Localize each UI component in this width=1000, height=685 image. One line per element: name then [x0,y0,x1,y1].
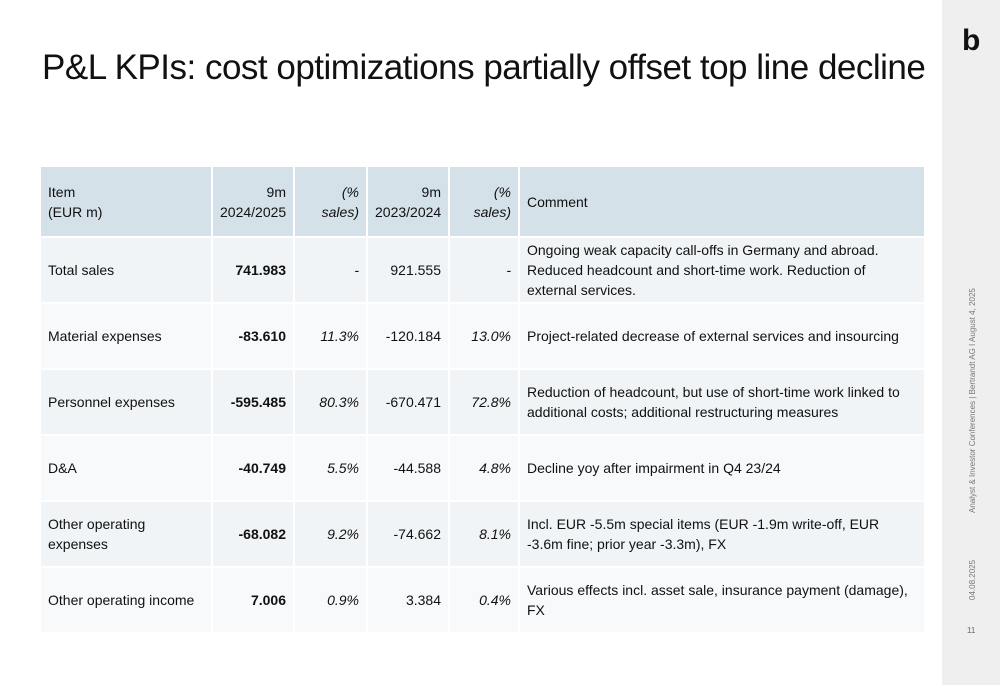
row-prior-value: -120.184 [367,303,450,370]
row-current-value: 741.983 [212,237,295,304]
row-item: Other operating income [41,567,213,634]
table-row: Material expenses -83.610 11.3% -120.184… [41,303,926,370]
footer-meta-text: Analyst & Investor Conferences | Bertran… [968,288,977,513]
row-comment: Various effects incl. asset sale, insura… [519,567,926,634]
row-prior-value: -74.662 [367,501,450,568]
table-row: Other operating income 7.006 0.9% 3.384 … [41,567,926,634]
footer-date: 04.08.2025 [968,559,977,600]
row-prior-pct: 72.8% [449,369,520,436]
table-row: Other operating expenses -68.082 9.2% -7… [41,501,926,568]
row-prior-value: 3.384 [367,567,450,634]
header-comment: Comment [519,167,926,238]
row-current-pct: 11.3% [294,303,368,370]
row-item: D&A [41,435,213,502]
row-current-value: 7.006 [212,567,295,634]
row-comment: Decline yoy after impairment in Q4 23/24 [519,435,926,502]
row-item: Other operating expenses [41,501,213,568]
row-prior-pct: 8.1% [449,501,520,568]
page-number: 11 [967,626,976,635]
page-title: P&L KPIs: cost optimizations partially o… [42,48,926,87]
row-item: Personnel expenses [41,369,213,436]
row-prior-pct: - [449,237,520,304]
header-prior-period: 9m 2023/2024 [367,167,450,238]
header-current-period: 9m 2024/2025 [212,167,295,238]
header-current-pct: (% sales) [294,167,368,238]
row-current-value: -83.610 [212,303,295,370]
row-current-pct: 5.5% [294,435,368,502]
row-prior-pct: 4.8% [449,435,520,502]
row-prior-pct: 13.0% [449,303,520,370]
row-current-pct: 0.9% [294,567,368,634]
company-logo: b [962,24,981,57]
row-current-value: -68.082 [212,501,295,568]
row-current-pct: - [294,237,368,304]
table-row: D&A -40.749 5.5% -44.588 4.8% Decline yo… [41,435,926,502]
table-row: Personnel expenses -595.485 80.3% -670.4… [41,369,926,436]
row-item: Total sales [41,237,213,304]
row-prior-value: -670.471 [367,369,450,436]
row-prior-value: 921.555 [367,237,450,304]
row-comment: Ongoing weak capacity call-offs in Germa… [519,237,926,304]
row-prior-value: -44.588 [367,435,450,502]
row-comment: Incl. EUR -5.5m special items (EUR -1.9m… [519,501,926,568]
header-item: Item (EUR m) [41,167,213,238]
table-header-row: Item (EUR m) 9m 2024/2025 (% sales) 9m 2… [41,167,926,238]
row-prior-pct: 0.4% [449,567,520,634]
table-row: Total sales 741.983 - 921.555 - Ongoing … [41,237,926,304]
row-comment: Reduction of headcount, but use of short… [519,369,926,436]
row-comment: Project-related decrease of external ser… [519,303,926,370]
row-current-value: -595.485 [212,369,295,436]
row-current-pct: 80.3% [294,369,368,436]
header-prior-pct: (% sales) [449,167,520,238]
row-item: Material expenses [41,303,213,370]
kpi-table: Item (EUR m) 9m 2024/2025 (% sales) 9m 2… [41,167,926,634]
row-current-value: -40.749 [212,435,295,502]
right-sidebar [942,0,1000,685]
row-current-pct: 9.2% [294,501,368,568]
